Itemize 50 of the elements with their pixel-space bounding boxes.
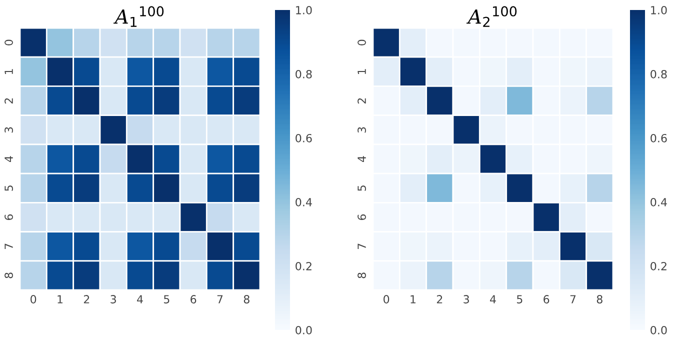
x-tick-label: 2 [84, 295, 90, 304]
y-tick-label: 4 [358, 156, 366, 162]
x-tick-label: 0 [384, 295, 390, 304]
x-tick-label: 6 [544, 295, 550, 304]
x-tick-label: 7 [570, 295, 576, 304]
x-tick-label: 4 [490, 295, 496, 304]
y-tick-label: 8 [4, 272, 13, 278]
x-tick-label: 2 [436, 295, 442, 304]
y-tick-label: 6 [358, 214, 366, 220]
y-tick-label: 1 [4, 69, 13, 74]
y-tick-label: 0 [358, 40, 366, 46]
y-tick-label: 7 [358, 244, 366, 249]
y-tick-label: 4 [4, 156, 13, 162]
color-bar-label: 0.2 [296, 262, 312, 270]
y-tick-label: 7 [4, 244, 13, 249]
x-tick-label: 3 [464, 295, 469, 304]
chart-title: A$_{2}$$^{100}$ [466, 6, 517, 27]
y-tick-label: 0 [4, 40, 13, 46]
x-tick-label: 0 [30, 295, 36, 304]
x-tick-label: 7 [217, 295, 223, 304]
y-tick-label: 3 [4, 127, 13, 133]
x-tick-label: 6 [190, 295, 196, 304]
x-tick-label: 8 [596, 295, 602, 304]
y-tick-label: 1 [358, 69, 366, 74]
y-tick-label: 3 [358, 127, 366, 133]
color-bar-label: 1.0 [296, 6, 312, 14]
color-bar-label: 0.2 [650, 262, 666, 270]
x-tick-label: 4 [137, 295, 143, 304]
color-bar-label: 0.0 [296, 326, 312, 334]
y-tick-label: 5 [358, 186, 366, 191]
color-bar-label: 0.4 [296, 198, 312, 206]
x-tick-label: 1 [410, 295, 416, 304]
x-tick-label: 3 [110, 295, 116, 304]
color-bar-label: 0.8 [650, 70, 667, 78]
x-tick-label: 5 [164, 295, 170, 304]
chart-title: A$_{1}$$^{100}$ [113, 6, 164, 27]
x-tick-label: 8 [244, 295, 250, 304]
y-tick-label: 8 [358, 272, 366, 278]
y-tick-label: 2 [4, 98, 13, 104]
color-bar-label: 0.8 [296, 70, 312, 78]
color-bar-label: 0.6 [296, 134, 312, 142]
x-tick-label: 5 [516, 295, 522, 304]
color-bar-label: 1.0 [651, 6, 667, 14]
y-tick-label: 5 [4, 186, 13, 191]
y-tick-label: 6 [4, 214, 13, 220]
y-tick-label: 2 [358, 98, 366, 104]
color-bar-label: 0.4 [650, 198, 667, 206]
color-bar-label: 0.0 [650, 326, 667, 334]
color-bar-label: 0.6 [650, 134, 667, 142]
x-tick-label: 1 [58, 295, 63, 304]
